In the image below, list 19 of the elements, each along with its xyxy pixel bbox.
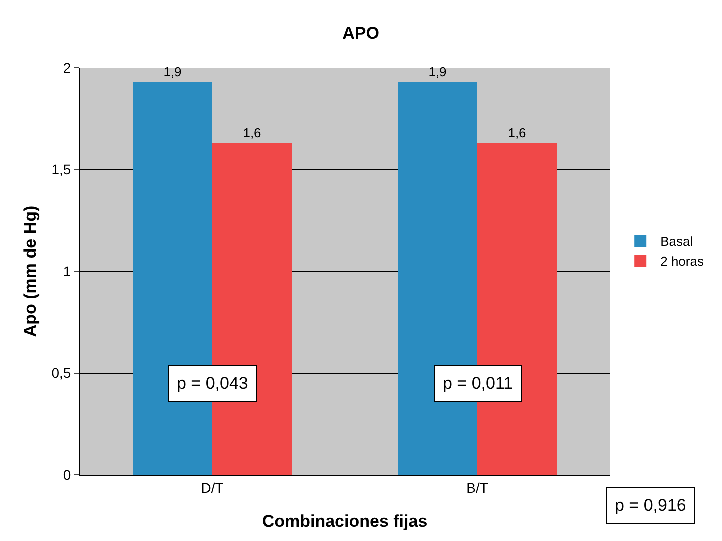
text: p = 0,916 xyxy=(615,496,686,515)
y-axis-title: Apo (mm de Hg) xyxy=(21,206,40,338)
y-tick-label: 0,5 xyxy=(52,365,72,382)
data-label: 1,9 xyxy=(164,64,182,80)
x-tick-label: B/T xyxy=(466,480,489,496)
data-label: 1,6 xyxy=(508,125,526,140)
y-tick-label: 2 xyxy=(63,60,72,76)
chart-title: APO xyxy=(342,24,380,43)
annotation: p = 0,011 xyxy=(443,374,514,393)
legend-label: Basal xyxy=(660,234,694,250)
data-label: 1,6 xyxy=(243,125,262,140)
data-label: 1,9 xyxy=(428,64,447,80)
y-tick-label: 1 xyxy=(63,263,72,280)
x-axis-title: Combinaciones fijas xyxy=(262,512,428,532)
legend-label: 2 horas xyxy=(660,254,704,270)
y-tick-label: 1,5 xyxy=(52,162,72,178)
annotation: p = 0,043 xyxy=(177,374,248,393)
y-tick-label: 0 xyxy=(63,466,72,483)
x-tick-label: D/T xyxy=(201,480,224,496)
